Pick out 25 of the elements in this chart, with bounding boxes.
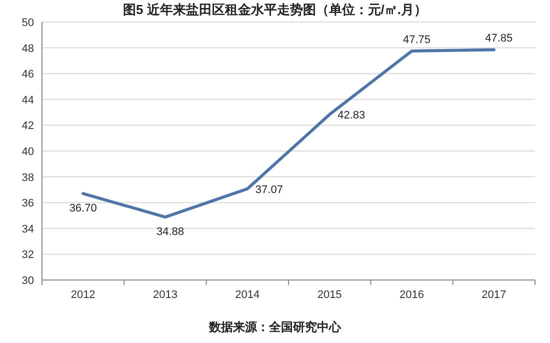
y-tick-label: 50 [22,17,34,29]
source-note: 数据来源：全国研究中心 [208,320,342,334]
data-label: 47.75 [402,34,431,46]
data-label: 42.83 [338,109,366,122]
data-label: 47.85 [485,32,513,45]
y-tick-label: 32 [22,249,34,262]
y-tick-label: 30 [22,275,34,287]
x-tick-label: 2016 [400,289,424,301]
y-tick-label: 38 [22,172,34,184]
y-tick-label: 46 [22,68,34,81]
x-tick-label: 2012 [70,289,96,301]
y-tick-label: 34 [22,223,34,236]
data-label: 34.88 [156,226,184,238]
y-tick-label: 42 [22,120,34,132]
chart-title: 图5 近年来盐田区租金水平走势图（单位：元/㎡.月） [122,2,428,17]
y-tick-label: 40 [22,146,34,158]
x-tick-label: 2014 [235,289,260,301]
x-tick-label: 2017 [482,289,506,301]
y-tick-label: 36 [22,198,34,210]
data-label: 37.07 [255,184,283,196]
x-tick-label: 2013 [153,289,178,301]
data-label: 36.70 [69,202,97,215]
y-tick-label: 48 [22,42,34,55]
y-tick-label: 44 [22,94,34,106]
x-tick-label: 2015 [317,289,342,301]
